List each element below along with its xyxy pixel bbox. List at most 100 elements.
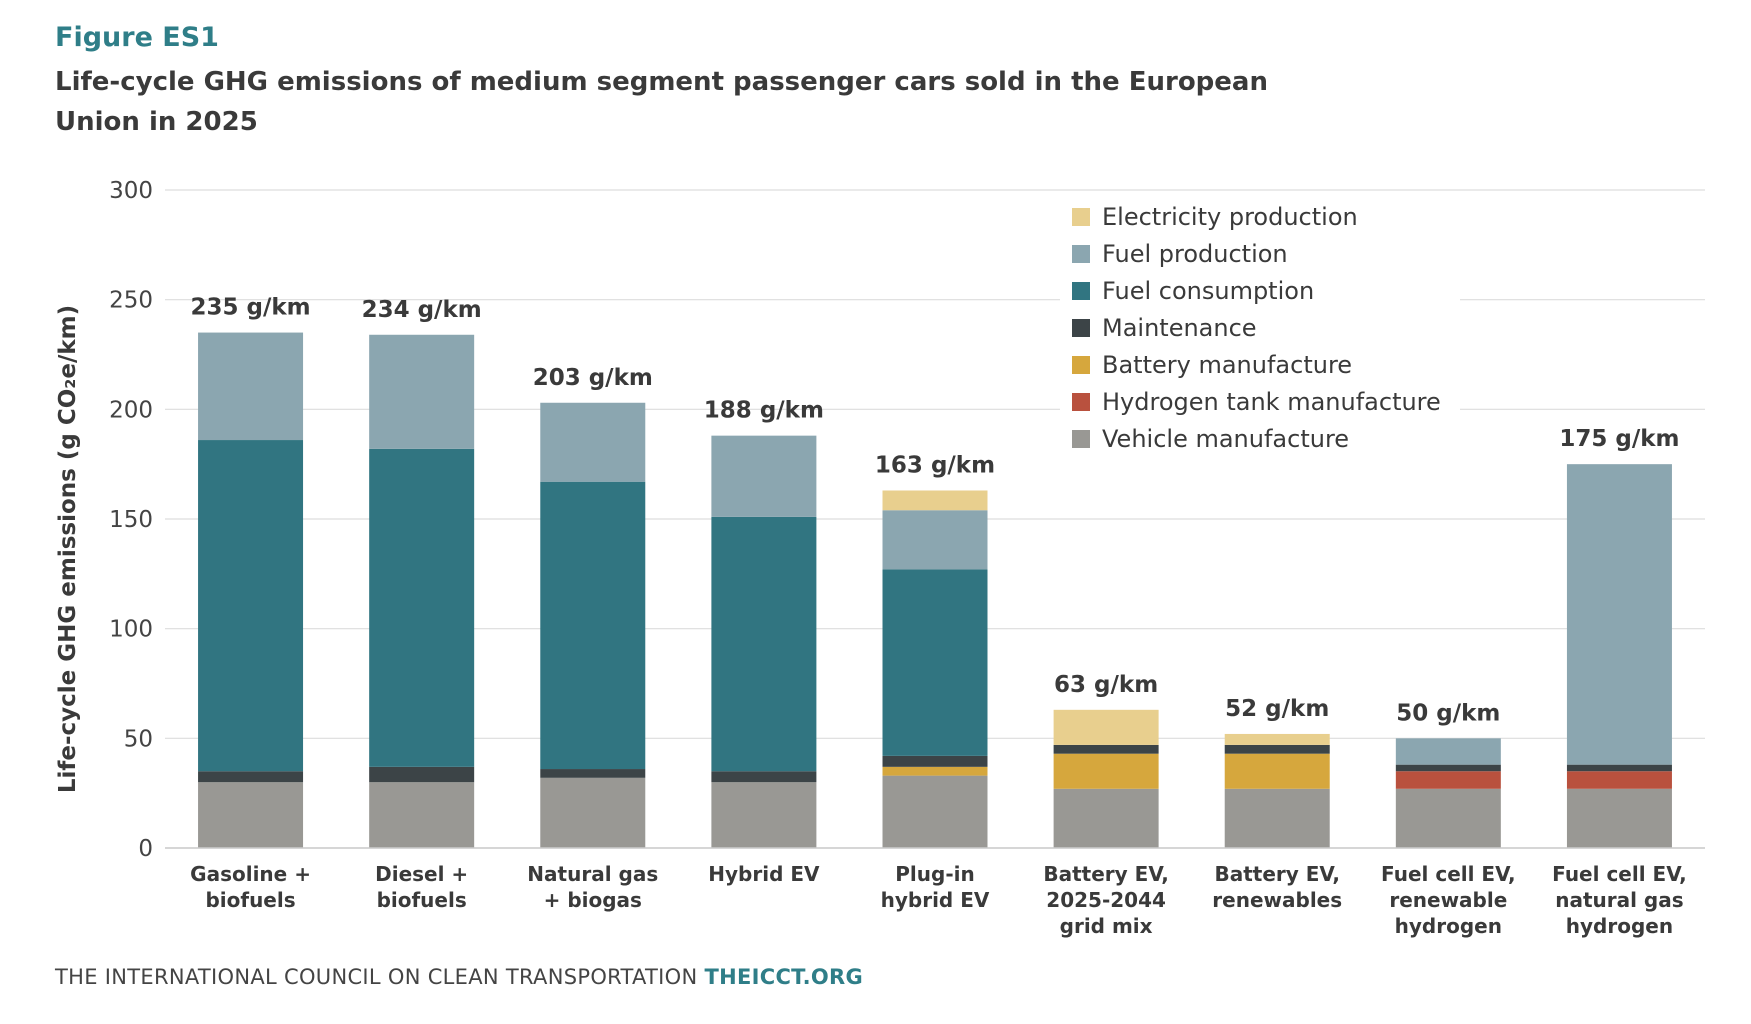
stacked-bar-chart: 0 50 100 150 200 250 300 Life-cycle GHG emissio…: [55, 178, 1705, 938]
bar-segment-battery-manufacture: [1224, 753, 1330, 789]
bar-total-label: 235 g/km: [190, 295, 310, 321]
legend-swatch: [1072, 245, 1090, 263]
bar-total-label: 163 g/km: [875, 452, 995, 478]
legend-label: Fuel consumption: [1102, 277, 1314, 305]
bar-segment-fuel-consumption: [369, 448, 475, 767]
bar-total-label: 63 g/km: [1054, 672, 1158, 698]
bar-segment-maintenance: [369, 766, 475, 783]
legend-swatch: [1072, 393, 1090, 411]
legend-swatch: [1072, 282, 1090, 300]
x-category-label: Fuel cell EV, renewable hydrogen: [1381, 862, 1516, 938]
x-category-label: Diesel + biofuels: [375, 862, 468, 912]
bar-segment-maintenance: [1566, 764, 1672, 772]
footer-site-link[interactable]: THEICCT.ORG: [704, 965, 864, 989]
bar-segment-fuel-production: [882, 510, 988, 570]
bar-total-label: 234 g/km: [362, 297, 482, 323]
legend-swatch: [1072, 356, 1090, 374]
x-category-label-line: Battery EV,: [1043, 862, 1168, 886]
x-category-label-line: grid mix: [1060, 914, 1153, 938]
bar-segment-vehicle-manufacture: [1224, 788, 1330, 848]
bar-segment-maintenance: [540, 769, 646, 778]
bar-segment-electricity-production: [882, 490, 988, 511]
bar-segment-fuel-production: [1566, 464, 1672, 765]
y-tick-label: 250: [109, 288, 153, 314]
x-category-label-line: Gasoline +: [190, 862, 311, 886]
legend-swatch: [1072, 208, 1090, 226]
bar-segment-fuel-production: [198, 332, 304, 441]
x-category-label-line: Hybrid EV: [708, 862, 820, 886]
figure-label: Figure ES1: [55, 22, 219, 53]
bar-segment-fuel-consumption: [882, 569, 988, 756]
bar-total-label: 188 g/km: [704, 398, 824, 424]
x-category-label-line: hydrogen: [1566, 914, 1673, 938]
bar-segment-vehicle-manufacture: [1395, 788, 1501, 848]
bar-segment-vehicle-manufacture: [1566, 788, 1672, 848]
x-category-label: Battery EV, renewables: [1212, 862, 1342, 912]
bar-segment-fuel-production: [711, 435, 817, 517]
x-category-label: Natural gas + biogas: [527, 862, 658, 912]
bar-total-label: 175 g/km: [1559, 426, 1679, 452]
legend-label: Vehicle manufacture: [1102, 425, 1349, 453]
bar-segment-vehicle-manufacture: [711, 782, 817, 848]
legend-label: Fuel production: [1102, 240, 1288, 268]
bar-segment-maintenance: [1395, 764, 1501, 772]
x-category-label: Plug-in hybrid EV: [881, 862, 990, 912]
bar-segment-fuel-production: [369, 334, 475, 449]
x-category-label: Hybrid EV: [708, 862, 820, 886]
bar-segment-maintenance: [1053, 744, 1159, 754]
bar-segment-maintenance: [198, 771, 304, 783]
bar-segment-maintenance: [711, 771, 817, 783]
x-category-label-line: 2025-2044: [1046, 888, 1166, 912]
legend-swatch: [1072, 319, 1090, 337]
bar-total-label: 52 g/km: [1225, 696, 1329, 722]
bar-segment-hydrogen-tank-manufacture: [1566, 771, 1672, 789]
bar-segment-fuel-consumption: [198, 440, 304, 772]
y-tick-label: 100: [109, 617, 153, 643]
x-category-label-line: Diesel +: [375, 862, 468, 886]
bar-segment-maintenance: [882, 755, 988, 767]
y-tick-label: 200: [109, 397, 153, 423]
x-category-label-line: renewables: [1212, 888, 1342, 912]
bar-total-label: 50 g/km: [1396, 700, 1500, 726]
bar-segment-vehicle-manufacture: [882, 775, 988, 848]
bar-segment-fuel-consumption: [540, 481, 646, 770]
legend-label: Electricity production: [1102, 203, 1358, 231]
x-category-label: Gasoline + biofuels: [190, 862, 311, 912]
legend-swatch: [1072, 430, 1090, 448]
legend-label: Battery manufacture: [1102, 351, 1352, 379]
y-tick-label: 50: [124, 726, 153, 752]
y-tick-label: 300: [109, 178, 153, 204]
y-tick-label: 150: [109, 507, 153, 533]
bar-segment-fuel-production: [1395, 738, 1501, 765]
y-axis-label: Life-cycle GHG emissions (g CO₂e/km): [55, 305, 81, 793]
bar-segment-electricity-production: [1224, 733, 1330, 745]
x-category-label-line: hydrogen: [1395, 914, 1502, 938]
x-category-label-line: biofuels: [205, 888, 295, 912]
bar-segment-electricity-production: [1053, 709, 1159, 745]
bar-segment-vehicle-manufacture: [198, 782, 304, 848]
legend-label: Hydrogen tank manufacture: [1102, 388, 1441, 416]
bar-segment-maintenance: [1224, 744, 1330, 754]
footer: THE INTERNATIONAL COUNCIL ON CLEAN TRANS…: [55, 965, 863, 989]
x-category-label-line: Fuel cell EV,: [1381, 862, 1516, 886]
legend-label: Maintenance: [1102, 314, 1257, 342]
x-category-label: Battery EV, 2025-2044 grid mix: [1043, 862, 1168, 938]
x-category-label-line: Fuel cell EV,: [1552, 862, 1687, 886]
x-category-label-line: biofuels: [377, 888, 467, 912]
x-category-label-line: renewable: [1389, 888, 1507, 912]
x-category-label-line: + biogas: [544, 888, 642, 912]
y-tick-label: 0: [138, 836, 153, 862]
footer-org: THE INTERNATIONAL COUNCIL ON CLEAN TRANS…: [55, 965, 698, 989]
bar-segment-battery-manufacture: [1053, 753, 1159, 789]
x-category-label: Fuel cell EV, natural gas hydrogen: [1552, 862, 1687, 938]
x-category-label-line: Battery EV,: [1214, 862, 1339, 886]
bar-segment-battery-manufacture: [882, 766, 988, 776]
x-category-label-line: hybrid EV: [881, 888, 990, 912]
bar-segment-hydrogen-tank-manufacture: [1395, 771, 1501, 789]
bar-segment-vehicle-manufacture: [369, 782, 475, 848]
bar-segment-vehicle-manufacture: [1053, 788, 1159, 848]
bar-segment-fuel-consumption: [711, 516, 817, 772]
bar-total-label: 203 g/km: [533, 365, 653, 391]
x-category-label-line: Plug-in: [895, 862, 974, 886]
bar-segment-vehicle-manufacture: [540, 777, 646, 848]
